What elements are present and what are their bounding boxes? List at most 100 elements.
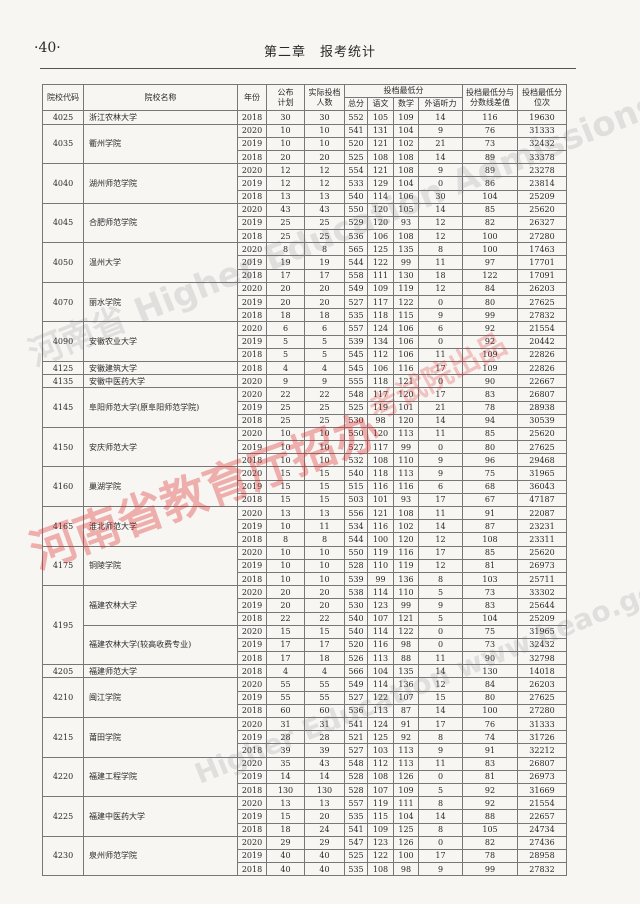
- cell-diff: 81: [462, 769, 518, 784]
- cell-foreign-listening: 11: [418, 505, 463, 521]
- cell-diff: 108: [462, 532, 518, 547]
- cell-math: 115: [393, 308, 419, 323]
- table-row: 4135 安徽中医药大学 2020 9 9 555 118 121 0 90 22667: [42, 374, 567, 389]
- table-row: 4150 安庆师范大学 2020 10 10 550 120 113 11 85 25620: [42, 426, 567, 468]
- institution-code: 4035: [42, 123, 84, 165]
- cell-plan: 22: [266, 387, 305, 402]
- cell-plan: 60: [266, 703, 305, 719]
- table-row: 2019 40 40 525 122 100 17 78 28958: [43, 848, 567, 864]
- institution-name: 安徽农业大学: [83, 321, 238, 362]
- cell-actual: 10: [304, 440, 345, 455]
- table-row: 4230 泉州师范学院 2020 29 29 547 123 126 0 82 27436: [42, 835, 567, 877]
- cell-chinese: 124: [367, 716, 394, 732]
- cell-math: 110: [393, 453, 419, 468]
- cell-math: 91: [393, 716, 419, 732]
- cell-diff: 82: [462, 835, 518, 850]
- cell-plan: 17: [266, 651, 305, 666]
- cell-rank: 17701: [517, 255, 567, 270]
- cell-chinese: 106: [367, 360, 394, 376]
- cell-rank: 32212: [517, 743, 567, 758]
- admission-statistics-table: 院校代码 院校名称 年份 公布计划 实际投档人数 投档最低分 投档最低分与分数线…: [42, 83, 567, 877]
- cell-actual: 10: [304, 453, 345, 468]
- cell-actual: 25: [304, 215, 345, 231]
- cell-diff: 84: [462, 677, 518, 692]
- institution-code: 4135: [42, 374, 84, 389]
- cell-year: 2019: [237, 769, 267, 784]
- cell-year: 2019: [237, 215, 267, 231]
- cell-foreign-listening: 9: [418, 453, 463, 468]
- cell-plan: 15: [266, 479, 305, 494]
- cell-actual: 20: [304, 149, 345, 165]
- institution-name: 福建农林大学: [83, 585, 238, 626]
- cell-math: 109: [393, 110, 419, 125]
- cell-foreign-listening: 11: [418, 426, 463, 442]
- cell-total: 527: [344, 440, 368, 455]
- table-row: 4050 温州大学 2020 8 8 565 125 135 8 100 17463: [42, 242, 567, 283]
- cell-diff: 82: [462, 215, 518, 231]
- cell-math: 113: [393, 466, 419, 481]
- cell-year: 2020: [237, 835, 267, 850]
- cell-plan: 20: [266, 281, 305, 297]
- institution-name: 衢州学院: [83, 123, 238, 165]
- cell-math: 87: [393, 703, 419, 719]
- cell-foreign-listening: 0: [418, 769, 463, 784]
- cell-chinese: 121: [367, 136, 394, 151]
- header-year: 年份: [237, 83, 267, 112]
- cell-actual: 20: [304, 281, 345, 297]
- cell-math: 119: [393, 281, 419, 297]
- cell-math: 100: [393, 848, 419, 864]
- cell-total: 548: [344, 387, 368, 402]
- cell-chinese: 121: [367, 505, 394, 521]
- cell-actual: 5: [304, 347, 345, 362]
- header-actual: 实际投档人数: [304, 83, 345, 112]
- cell-foreign-listening: 17: [418, 848, 463, 864]
- cell-total: 536: [344, 229, 368, 244]
- cell-chinese: 118: [367, 374, 394, 389]
- table-row: 4090 安徽农业大学 2020 6 6 557 124 106 6 92 21554: [42, 321, 567, 362]
- table-row: 4145 阜阳师范大学(原阜阳师范学院) 2020 22 22 548 117 120 17 83…: [42, 387, 567, 428]
- cell-actual: 5: [304, 334, 345, 349]
- cell-rank: 23278: [517, 163, 567, 178]
- cell-diff: 81: [462, 558, 518, 573]
- cell-year: 2020: [237, 756, 267, 771]
- header-code: 院校代码: [42, 83, 84, 112]
- cell-rank: 27625: [517, 440, 567, 455]
- institution-code: 4210: [42, 677, 84, 718]
- cell-rank: 19630: [517, 110, 567, 125]
- cell-math: 135: [393, 664, 419, 679]
- cell-chinese: 105: [367, 110, 394, 125]
- institution-code: 4145: [42, 387, 84, 428]
- cell-total: 556: [344, 505, 368, 521]
- cell-foreign-listening: 5: [418, 611, 463, 626]
- cell-foreign-listening: 0: [418, 294, 463, 310]
- cell-actual: 4: [304, 664, 345, 679]
- cell-diff: 100: [462, 242, 518, 257]
- cell-plan: 17: [266, 637, 305, 653]
- cell-math: 104: [393, 809, 419, 824]
- cell-actual: 13: [304, 796, 345, 811]
- cell-foreign-listening: 17: [418, 716, 463, 732]
- cell-rank: 22667: [517, 374, 567, 389]
- institution-code: 4205: [42, 664, 84, 679]
- cell-chinese: 118: [367, 466, 394, 481]
- institution-code: 4165: [42, 506, 84, 547]
- cell-diff: 116: [462, 110, 518, 125]
- header-name: 院校名称: [83, 83, 238, 112]
- cell-math: 130: [393, 268, 419, 283]
- cell-actual: 40: [304, 848, 345, 864]
- cell-plan: 55: [266, 677, 305, 692]
- table-row: 2019 15 20 535 115 104 14 88 22657: [43, 809, 567, 824]
- cell-year: 2018: [237, 189, 267, 204]
- cell-total: 544: [344, 255, 368, 270]
- institution-code: 4220: [42, 756, 84, 798]
- cell-foreign-listening: 0: [418, 176, 463, 191]
- cell-diff: 84: [462, 281, 518, 297]
- cell-rank: 25620: [517, 202, 567, 217]
- cell-year: 2020: [237, 387, 267, 402]
- table-row: 2019 12 12 533 129 104 0 86 23814: [43, 176, 567, 191]
- cell-math: 116: [393, 360, 419, 376]
- cell-plan: 17: [266, 268, 305, 283]
- cell-chinese: 117: [367, 294, 394, 310]
- institution-code: 4025: [42, 110, 84, 125]
- cell-total: 527: [344, 690, 368, 705]
